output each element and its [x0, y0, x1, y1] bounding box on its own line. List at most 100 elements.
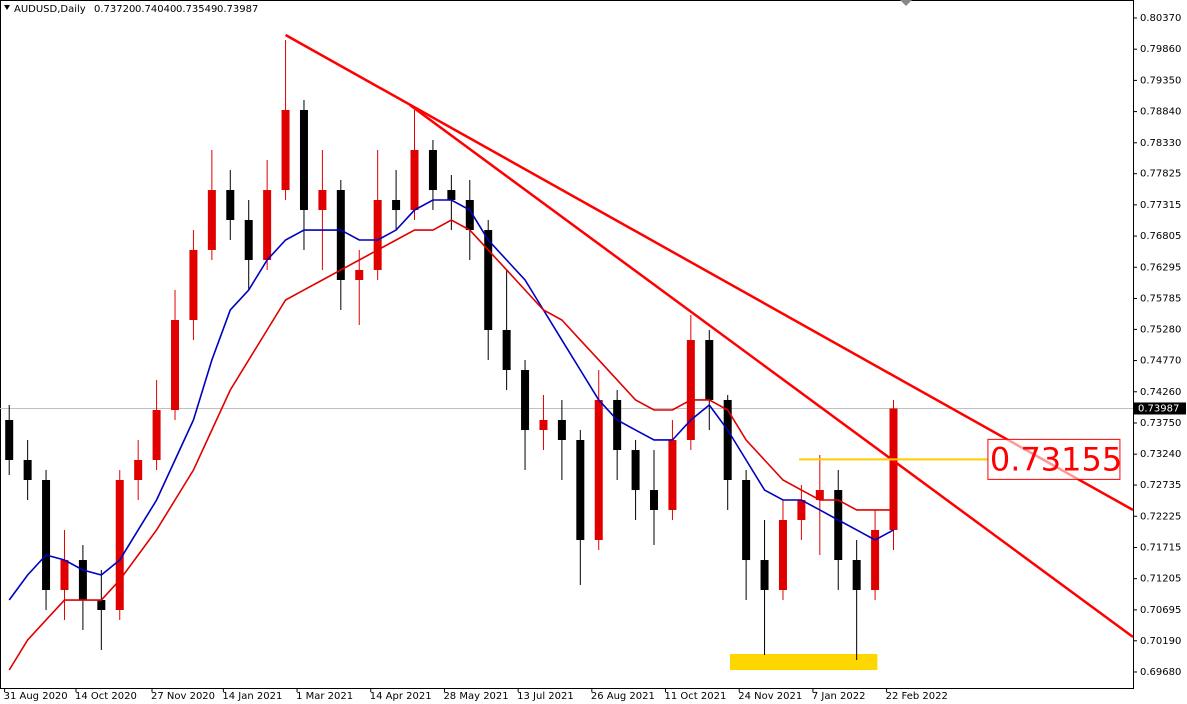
y-tick-label: 0.78330	[1140, 138, 1181, 149]
candle-body	[576, 439, 585, 541]
y-tick-label: 0.71205	[1140, 574, 1181, 585]
candle-body	[410, 150, 419, 211]
x-tick-label: 1 Mar 2021	[296, 691, 353, 702]
quote-value: 0.73549	[176, 4, 217, 15]
y-tick-label: 0.79350	[1140, 75, 1181, 86]
candle-body	[392, 199, 401, 211]
y-tick-label: 0.70190	[1140, 636, 1181, 647]
candle-body	[539, 419, 548, 431]
candle-body	[23, 459, 32, 480]
candle-body	[668, 439, 677, 510]
candle-body	[152, 410, 161, 460]
chart-title: AUDUSD,Daily	[14, 4, 86, 15]
candle-body	[502, 329, 511, 371]
top-arrow	[900, 0, 912, 6]
moving-average	[8, 219, 894, 671]
candle-body	[686, 340, 695, 440]
header-arrow	[4, 5, 10, 10]
x-tick-label: 27 Nov 2020	[151, 691, 215, 702]
candle-body	[594, 399, 603, 541]
x-tick-label: 14 Oct 2020	[75, 691, 137, 702]
candle-body	[521, 370, 530, 431]
candle-body	[834, 490, 843, 561]
x-tick-label: 22 Feb 2022	[886, 691, 948, 702]
last-price-tag	[1134, 402, 1186, 415]
candle-body	[5, 419, 14, 460]
y-tick-label: 0.79860	[1140, 44, 1181, 55]
y-tick-label: 0.70695	[1140, 605, 1181, 616]
y-tick-label: 0.76805	[1140, 231, 1181, 242]
candle-body	[134, 459, 143, 480]
candle-body	[484, 230, 493, 330]
y-tick-label: 0.69680	[1140, 667, 1181, 678]
candle-body	[263, 190, 272, 261]
candle-body	[318, 190, 327, 211]
candle-body	[189, 249, 198, 321]
candle-body	[226, 190, 235, 220]
candle-body	[97, 600, 106, 610]
candle-body	[889, 408, 898, 530]
x-tick-label: 11 Oct 2021	[665, 691, 727, 702]
candle-body	[336, 190, 345, 281]
quote-value: 0.73987	[217, 4, 258, 15]
candle-body	[797, 500, 806, 521]
y-tick-label: 0.73240	[1140, 449, 1181, 460]
candle-body	[742, 479, 751, 561]
candle-body	[852, 560, 861, 590]
moving-average	[8, 199, 894, 601]
y-tick-label: 0.74770	[1140, 356, 1181, 367]
x-tick-label: 14 Jan 2021	[222, 691, 282, 702]
trendline	[284, 33, 1134, 512]
candle-body	[613, 399, 622, 451]
level-label: 0.73155	[990, 440, 1122, 478]
y-tick-label: 0.80370	[1140, 13, 1181, 24]
candle-body	[705, 340, 714, 400]
x-tick-label: 7 Jan 2022	[812, 691, 866, 702]
candle-body	[723, 399, 732, 480]
candle-body	[778, 520, 787, 590]
candle-body	[299, 109, 308, 211]
candle-body	[760, 560, 769, 590]
last-price-label: 0.73987	[1138, 403, 1179, 414]
candle-body	[465, 199, 474, 231]
candle-body	[207, 190, 216, 250]
candle-body	[281, 109, 290, 191]
x-tick-label: 14 Apr 2021	[370, 691, 432, 702]
y-tick-label: 0.72225	[1140, 511, 1181, 522]
x-tick-label: 13 Jul 2021	[517, 691, 574, 702]
quote-value: 0.74040	[135, 4, 176, 15]
candle-body	[373, 199, 382, 270]
y-tick-label: 0.75280	[1140, 324, 1181, 335]
trendline	[409, 103, 1134, 638]
support-zone	[730, 653, 878, 671]
candle-body	[115, 479, 124, 610]
candle-body	[428, 150, 437, 191]
candle-body	[815, 490, 824, 501]
y-tick-label: 0.76295	[1140, 262, 1181, 273]
candle-body	[42, 479, 51, 590]
y-tick-label: 0.74260	[1140, 387, 1181, 398]
y-tick-label: 0.78840	[1140, 107, 1181, 118]
x-tick-label: 26 Aug 2021	[591, 691, 655, 702]
x-tick-label: 28 May 2021	[443, 691, 508, 702]
y-tick-label: 0.72735	[1140, 480, 1181, 491]
candle-body	[355, 269, 364, 281]
y-tick-label: 0.71715	[1140, 542, 1181, 553]
level-label-box	[987, 438, 1121, 480]
candle-body	[557, 419, 566, 440]
y-tick-label: 0.77825	[1140, 169, 1181, 180]
candle-body	[78, 560, 87, 601]
x-tick-label: 24 Nov 2021	[738, 691, 802, 702]
y-tick-label: 0.73750	[1140, 418, 1181, 429]
candle-body	[171, 320, 180, 411]
quote-value: 0.73720	[94, 4, 135, 15]
candle-body	[871, 529, 880, 590]
candle-body	[447, 190, 456, 200]
candle-body	[244, 219, 253, 261]
candle-body	[631, 450, 640, 491]
candle-body	[650, 490, 659, 510]
y-tick-label: 0.75785	[1140, 293, 1181, 304]
x-tick-label: 31 Aug 2020	[4, 691, 68, 702]
